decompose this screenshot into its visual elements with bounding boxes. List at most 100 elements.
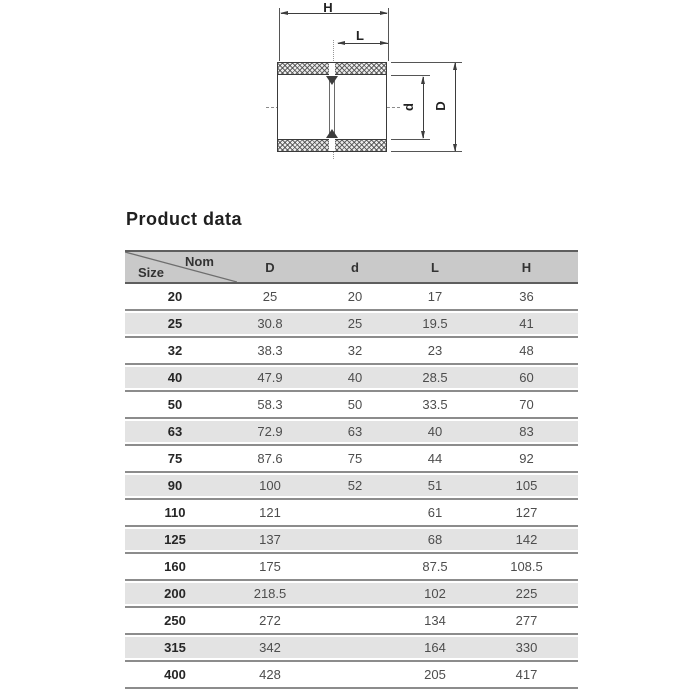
cell-H: 48 [519, 343, 534, 358]
cell-d: 75 [347, 451, 363, 466]
cell-d: 20 [347, 289, 363, 304]
arrow-down-icon [421, 131, 425, 139]
arrow-left-icon [337, 41, 345, 45]
table-row: 63 72.9 63 40 83 [125, 419, 578, 446]
rib-flare-top [326, 76, 338, 85]
table-row: 20 25 20 17 36 [125, 284, 578, 311]
cell-D: 87.6 [257, 451, 283, 466]
arrow-up-icon [453, 62, 457, 70]
arrow-left-icon [280, 11, 288, 15]
cell-L: 44 [427, 451, 443, 466]
arrow-right-icon [380, 11, 388, 15]
cell-size: 25 [167, 316, 183, 331]
cell-L: 51 [427, 478, 443, 493]
dim-line-H [281, 13, 387, 14]
cell-L: 17 [427, 289, 443, 304]
cell-L: 68 [427, 532, 443, 547]
cell-D: 58.3 [257, 397, 283, 412]
table-body: 20 25 20 17 36 25 30.8 25 19.5 41 32 38.3 32 23 48 40 47… [125, 284, 578, 689]
cell-L: 28.5 [422, 370, 448, 385]
table-row: 90 100 52 51 105 [125, 473, 578, 500]
cell-D: 137 [259, 532, 281, 547]
cell-size: 250 [164, 613, 186, 628]
ext-line-D-top [391, 62, 462, 63]
dim-label-d: d [401, 103, 416, 111]
cell-H: 83 [519, 424, 534, 439]
page-title: Product data [126, 209, 243, 229]
cell-D: 272 [259, 613, 281, 628]
coupling-body [277, 62, 387, 152]
cell-D: 47.9 [257, 370, 283, 385]
table-row: 75 87.6 75 44 92 [125, 446, 578, 473]
cell-size: 40 [167, 370, 183, 385]
cell-size: 32 [167, 343, 183, 358]
dim-line-d [423, 77, 424, 138]
cell-L: 102 [424, 586, 446, 601]
cell-L: 205 [424, 667, 446, 682]
cell-size: 400 [164, 667, 186, 682]
corner-label-size: Size [138, 265, 165, 280]
table-row: 400 428 205 417 [125, 662, 578, 689]
column-header-d: d [351, 259, 359, 275]
table-row: 160 175 87.5 108.5 [125, 554, 578, 581]
cell-d: 40 [347, 370, 363, 385]
ext-line-d-bottom [391, 139, 430, 140]
cell-D: 100 [259, 478, 281, 493]
cell-D: 175 [259, 559, 281, 574]
cell-size: 125 [164, 532, 186, 547]
corner-label-nom: Nom [185, 254, 214, 269]
cell-D: 30.8 [257, 316, 283, 331]
cell-size: 200 [164, 586, 186, 601]
dim-label-D: D [433, 101, 448, 111]
cell-size: 63 [167, 424, 183, 439]
table-row: 125 137 68 142 [125, 527, 578, 554]
table-row: 110 121 61 127 [125, 500, 578, 527]
rib-flare-bottom [326, 129, 338, 138]
center-rib-right [334, 76, 335, 138]
cell-d: 63 [347, 424, 363, 439]
ext-line-D-bottom [391, 151, 462, 152]
cell-d: 25 [347, 316, 363, 331]
dim-label-H: H [323, 0, 333, 15]
ext-line-d-top [391, 75, 430, 76]
cell-size: 110 [164, 505, 186, 520]
product-data-table: Nom Size D d L H 20 25 20 17 36 25 30.8 25 19.5 4… [125, 250, 578, 689]
ext-line-right [388, 8, 389, 61]
cell-H: 417 [515, 667, 538, 682]
cell-D: 38.3 [257, 343, 283, 358]
cell-D: 121 [259, 505, 281, 520]
table-row: 315 342 164 330 [125, 635, 578, 662]
column-header-D: D [265, 259, 275, 275]
cell-size: 160 [164, 559, 186, 574]
table-row: 250 272 134 277 [125, 608, 578, 635]
cell-H: 225 [515, 586, 538, 601]
cell-D: 428 [259, 667, 281, 682]
cell-D: 218.5 [253, 586, 287, 601]
dim-line-L [338, 43, 388, 44]
cell-H: 127 [515, 505, 538, 520]
cell-size: 75 [167, 451, 183, 466]
cell-d: 32 [347, 343, 363, 358]
cell-D: 25 [262, 289, 278, 304]
cell-D: 72.9 [257, 424, 283, 439]
table-row: 25 30.8 25 19.5 41 [125, 311, 578, 338]
table-header-row: Nom Size D d L H [125, 250, 578, 284]
cell-H: 41 [519, 316, 534, 331]
corner-cell: Nom Size [125, 252, 237, 282]
dim-line-D [455, 63, 456, 151]
arrow-down-icon [453, 144, 457, 152]
cell-H: 60 [519, 370, 534, 385]
diagonal-divider [125, 252, 237, 282]
cell-D: 342 [259, 640, 281, 655]
cell-L: 19.5 [422, 316, 448, 331]
table-row: 40 47.9 40 28.5 60 [125, 365, 578, 392]
cell-H: 36 [519, 289, 534, 304]
cell-L: 134 [424, 613, 446, 628]
cell-d: 50 [347, 397, 363, 412]
cell-L: 164 [424, 640, 446, 655]
cell-H: 108.5 [510, 559, 543, 574]
cell-H: 142 [515, 532, 538, 547]
table-row: 50 58.3 50 33.5 70 [125, 392, 578, 419]
cell-H: 70 [519, 397, 534, 412]
